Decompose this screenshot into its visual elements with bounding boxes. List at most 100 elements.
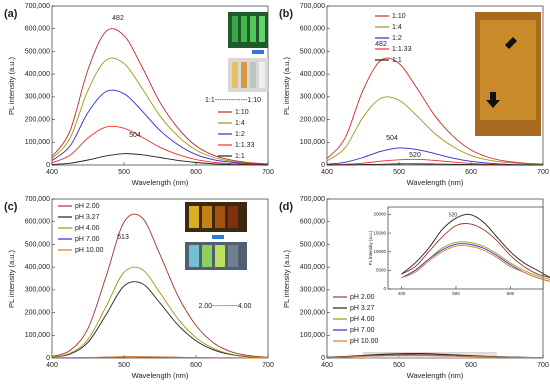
x-tick-label: 600	[190, 362, 202, 369]
y-tick-label: 100,000	[25, 332, 50, 339]
panel-label: (d)	[279, 201, 293, 213]
y-tick-label: 600,000	[300, 26, 325, 33]
series-line	[51, 153, 269, 166]
series-line	[51, 28, 269, 165]
annotation: 482	[375, 41, 387, 48]
y-tick-label: 700,000	[25, 196, 50, 203]
y-tick-label: 200,000	[300, 309, 325, 316]
x-tick-label: 500	[393, 169, 405, 176]
series-line	[326, 147, 544, 166]
x-tick-label: 500	[393, 362, 405, 369]
x-tick-label: 700	[262, 362, 274, 369]
legend-label: 1:1.33	[235, 142, 255, 149]
photo-b	[475, 12, 541, 136]
x-tick-label: 600	[507, 291, 515, 296]
y-tick-label: 600,000	[25, 26, 50, 33]
y-tick-label: 700,000	[300, 3, 325, 10]
panel-label: (a)	[4, 8, 18, 20]
legend-label: pH 4.00	[350, 316, 375, 323]
series-line	[51, 356, 269, 359]
legend-label: 1:1	[392, 57, 402, 64]
legend-label: pH 10.00	[75, 247, 104, 254]
panel: 400 500 600 700 0 100,000 200,000 300,000 400,00…	[279, 3, 549, 187]
y-tick-label: 600,000	[300, 219, 325, 226]
x-tick-label: 400	[46, 169, 58, 176]
y-tick-label: 400,000	[300, 71, 325, 78]
legend-label: pH 3.27	[75, 214, 100, 221]
x-axis-title: Wavelength (nm)	[407, 178, 464, 187]
plot-frame	[387, 206, 544, 290]
x-tick-label: 600	[190, 169, 202, 176]
series-line	[51, 266, 269, 358]
series-line	[326, 57, 544, 165]
legend-label: 1:2	[235, 131, 245, 138]
x-axis-title: Wavelength (nm)	[132, 371, 189, 380]
panel-label: (b)	[279, 8, 293, 20]
y-axis-title: PL intensity (a.u.)	[282, 56, 291, 115]
series-line	[401, 213, 550, 278]
y-tick-label: 500,000	[25, 48, 50, 55]
legend-label: pH 2.00	[75, 203, 100, 210]
annotation: 504	[129, 132, 141, 139]
x-tick-label: 400	[321, 169, 333, 176]
legend-label: 1:1.33	[392, 46, 412, 53]
annotation: 504	[386, 135, 398, 142]
y-axis-title: PL intensity (a.u.)	[7, 56, 16, 115]
series-line	[326, 354, 544, 359]
y-tick-label: 0	[321, 162, 325, 169]
y-tick-label: 200,000	[25, 116, 50, 123]
annotation: 513	[117, 234, 129, 241]
plot-frame	[51, 198, 269, 359]
x-tick-label: 400	[321, 362, 333, 369]
y-tick-label: 500,000	[25, 241, 50, 248]
annotation: 2.00-----------4.00	[199, 303, 252, 310]
y-tick-label: 300,000	[300, 94, 325, 101]
y-tick-label: 700,000	[300, 196, 325, 203]
panel: 400 500 600 700 0 100,000 200,000 300,000 400,00…	[4, 196, 274, 380]
x-axis-title: Wavelength (nm)	[407, 371, 464, 380]
y-tick-label: 0	[46, 162, 50, 169]
inset-y-title: PL intensity (a.u.)	[368, 230, 373, 265]
series-line	[401, 223, 550, 278]
y-tick-label: 200,000	[25, 309, 50, 316]
y-tick-label: 600,000	[25, 219, 50, 226]
legend-label: pH 7.00	[75, 236, 100, 243]
annotation: 1:1--------------1:10	[205, 97, 261, 104]
annotation: 482	[112, 15, 124, 22]
x-tick-label: 400	[46, 362, 58, 369]
legend-label: 1:2	[392, 35, 402, 42]
panel-label: (c)	[4, 201, 18, 213]
y-tick-label: 300,000	[25, 287, 50, 294]
x-tick-label: 700	[537, 362, 549, 369]
y-tick-label: 400,000	[25, 264, 50, 271]
annotation: 520	[449, 212, 458, 218]
legend-label: 1:1	[235, 153, 245, 160]
photo-c	[185, 202, 247, 270]
y-axis-title: PL intensity (a.u.)	[282, 249, 291, 308]
x-tick-label: 500	[118, 362, 130, 369]
y-tick-label: 300,000	[300, 287, 325, 294]
y-tick-label: 500,000	[300, 241, 325, 248]
x-tick-label: 700	[262, 169, 274, 176]
y-tick-label: 20000	[373, 212, 386, 217]
x-tick-label: 400	[398, 291, 406, 296]
legend-label: 1:4	[235, 120, 245, 127]
series-line	[51, 125, 269, 166]
y-tick-label: 0	[321, 355, 325, 362]
series-line	[326, 163, 543, 166]
x-tick-label: 600	[465, 362, 477, 369]
y-axis-title: PL intensity (a.u.)	[7, 249, 16, 308]
series-line	[326, 96, 544, 165]
x-tick-label: 600	[465, 169, 477, 176]
legend-label: 1:10	[235, 109, 249, 116]
y-tick-label: 400,000	[300, 264, 325, 271]
photo-a	[228, 12, 268, 92]
plot-frame	[326, 5, 544, 166]
series-line	[51, 213, 269, 358]
y-tick-label: 0	[383, 286, 386, 291]
y-tick-label: 200,000	[300, 116, 325, 123]
x-tick-label: 700	[537, 169, 549, 176]
annotation: 520	[409, 152, 421, 159]
panel: 400 500 600 700 0 100,000 200,000 300,000 400,00…	[279, 196, 550, 380]
